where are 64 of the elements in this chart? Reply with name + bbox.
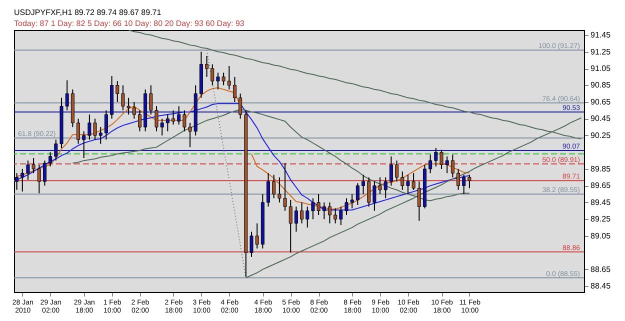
candlestick [468,174,472,189]
candlestick [160,118,164,136]
candlestick [462,174,466,195]
y-tick-label: 91.45 [590,30,612,40]
y-tick-label: 90.45 [590,114,612,124]
y-tick-label: 89.25 [590,214,612,224]
candlestick [98,126,102,144]
candlestick [227,65,231,90]
candlestick [294,206,298,232]
candlestick [266,172,270,208]
candlestick [288,199,292,254]
candlestick [339,206,343,226]
chart-subtitle: Today: 87 1 Day: 82 5 Day: 66 10 Day: 80 20 Day: 93 60 Day: 93 [14,19,245,28]
candlestick [389,156,393,186]
candlestick [350,194,354,209]
candlestick [132,101,136,120]
candlestick [362,174,366,195]
candlestick [367,176,371,208]
y-tick-label: 91.05 [590,64,612,74]
y-tick-label: 90.85 [590,80,612,90]
candlestick [356,182,360,206]
chart-title: USDJPYFXF,H1 89.72 89.74 89.67 89.71 [14,8,162,17]
candlestick [76,118,80,144]
candlestick [450,154,454,178]
candlestick [440,149,444,170]
y-tick-label: 88.45 [590,282,612,291]
candlestick [334,208,338,224]
y-tick-label: 89.05 [590,231,612,240]
line-series [206,50,246,278]
candlestick [344,198,348,216]
candlestick [255,222,259,249]
y-tick-label: 90.25 [590,130,612,140]
candlestick [166,114,170,132]
candlestick [138,110,142,132]
candlestick [445,156,449,174]
candlestick [417,181,421,222]
y-tick-label: 88.65 [590,264,612,274]
candlestick [328,202,332,224]
candlestick [37,164,41,194]
candlestick [400,170,404,190]
candlestick [250,231,254,258]
candlestick [42,160,46,186]
candlestick [300,202,304,224]
candlestick [306,206,310,228]
y-tick-label: 90.65 [590,97,612,106]
candlestick [149,84,153,116]
candlestick [384,176,388,199]
candlestick [116,80,120,102]
candlestick [210,64,214,86]
candlestick [20,168,24,192]
y-tick-label: 89.65 [590,181,612,190]
candlestick [272,174,276,199]
candlestick [172,110,176,126]
candlestick [456,168,460,190]
y-tick-label: 89.85 [590,164,612,174]
candlestick [238,93,242,120]
candlestick [322,202,326,220]
candlestick [205,55,209,78]
candlestick [232,76,236,102]
candlestick [428,154,432,174]
candlestick [154,106,158,132]
y-tick-label: 91.25 [590,47,612,56]
candlestick [395,160,399,182]
y-tick-label: 89.45 [590,198,612,207]
